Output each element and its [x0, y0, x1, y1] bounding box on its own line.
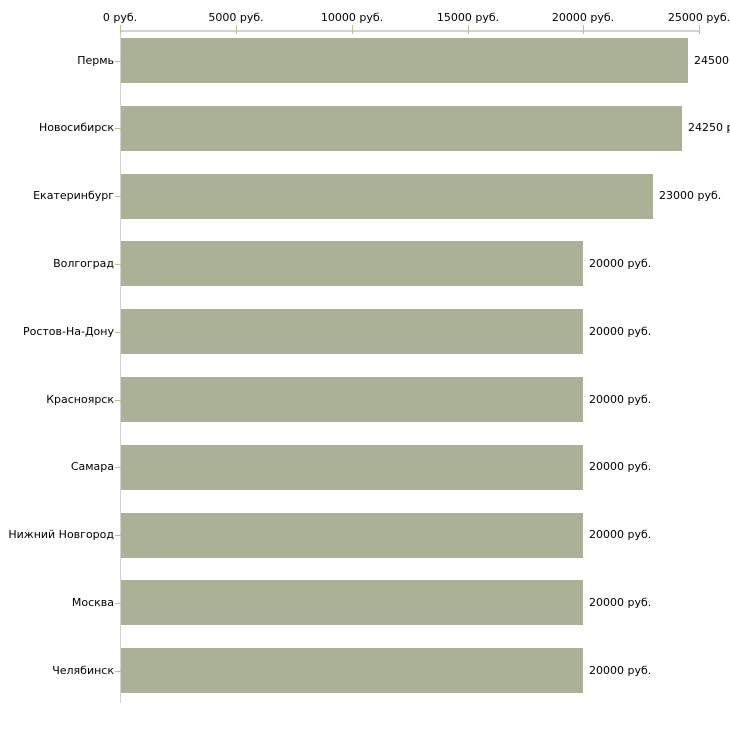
y-tick-mark — [115, 603, 123, 604]
bar — [121, 241, 583, 286]
bar — [121, 580, 583, 625]
x-tick-mark — [468, 25, 469, 34]
y-axis-line — [120, 31, 121, 703]
bar — [121, 513, 583, 558]
category-label: Нижний Новгород — [8, 528, 114, 541]
x-tick-label: 15000 руб. — [436, 11, 500, 24]
value-label: 20000 руб. — [589, 664, 652, 677]
y-tick-mark — [115, 467, 123, 468]
category-label: Москва — [71, 596, 114, 609]
x-tick-mark — [699, 25, 700, 34]
x-axis-line — [120, 30, 700, 32]
bar — [121, 445, 583, 490]
y-tick-mark — [115, 535, 123, 536]
category-label: Екатеринбург — [33, 189, 114, 202]
x-tick-label: 25000 руб. — [667, 11, 730, 24]
x-tick-label: 10000 руб. — [320, 11, 384, 24]
x-tick-mark — [236, 25, 237, 34]
category-label: Новосибирск — [38, 121, 114, 134]
bar — [121, 174, 653, 219]
category-label: Пермь — [77, 54, 114, 67]
x-tick-label: 0 руб. — [102, 11, 138, 24]
value-label: 24500 руб. — [694, 54, 730, 67]
category-label: Ростов-На-Дону — [22, 325, 114, 338]
bar — [121, 309, 583, 354]
bar — [121, 106, 682, 151]
y-tick-mark — [115, 400, 123, 401]
value-label: 23000 руб. — [659, 189, 722, 202]
y-tick-mark — [115, 128, 123, 129]
category-label: Челябинск — [52, 664, 114, 677]
value-label: 24250 руб. — [688, 121, 730, 134]
value-label: 20000 руб. — [589, 393, 652, 406]
value-label: 20000 руб. — [589, 325, 652, 338]
x-tick-mark — [120, 25, 121, 34]
category-label: Самара — [70, 460, 114, 473]
category-label: Красноярск — [46, 393, 114, 406]
value-label: 20000 руб. — [589, 528, 652, 541]
value-label: 20000 руб. — [589, 596, 652, 609]
x-tick-label: 20000 руб. — [551, 11, 615, 24]
y-tick-mark — [115, 264, 123, 265]
bar — [121, 648, 583, 693]
y-tick-mark — [115, 332, 123, 333]
bar — [121, 377, 583, 422]
y-tick-mark — [115, 61, 123, 62]
value-label: 20000 руб. — [589, 460, 652, 473]
x-tick-mark — [352, 25, 353, 34]
x-tick-label: 5000 руб. — [208, 11, 264, 24]
category-label: Волгоград — [53, 257, 114, 270]
x-tick-mark — [583, 25, 584, 34]
bar — [121, 38, 688, 83]
value-label: 20000 руб. — [589, 257, 652, 270]
y-tick-mark — [115, 196, 123, 197]
y-tick-mark — [115, 671, 123, 672]
